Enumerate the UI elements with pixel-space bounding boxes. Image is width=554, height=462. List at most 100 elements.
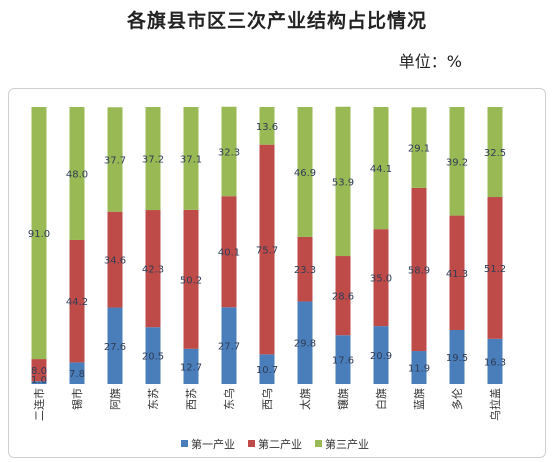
chart-title: 各旗县市区三次产业结构占比情况 [126, 10, 427, 32]
bar-1-3 [107, 307, 123, 384]
category-label: 锡市 [70, 388, 84, 410]
legend-label: 第二产业 [258, 437, 302, 451]
data-label: 37.1 [180, 154, 202, 165]
data-label: 19.5 [446, 353, 468, 364]
category-label: 二连市 [32, 388, 46, 421]
bar-1-13 [487, 338, 503, 384]
data-label: 29.8 [294, 339, 316, 350]
bar-1-7 [259, 354, 275, 384]
bar-1-6 [221, 307, 237, 384]
category-label: 乌拉盖 [488, 388, 502, 421]
data-label: 46.9 [294, 168, 316, 179]
data-label: 1.0 [31, 375, 47, 386]
bar-2-3 [107, 211, 123, 308]
data-label: 40.1 [218, 248, 240, 259]
data-label: 34.6 [104, 256, 126, 267]
bar-2-1 [31, 359, 47, 382]
bar-1-4 [145, 327, 161, 384]
data-label: 44.2 [66, 297, 88, 308]
bar-2-5 [183, 209, 199, 349]
legend-swatch [181, 440, 188, 447]
bar-3-6 [221, 106, 237, 197]
data-label: 53.9 [332, 177, 354, 188]
data-label: 20.5 [142, 352, 164, 363]
legend-swatch [248, 440, 255, 447]
bar-3-1 [31, 107, 47, 360]
bar-2-10 [373, 229, 389, 327]
bar-3-10 [373, 107, 389, 230]
bar-3-13 [487, 107, 503, 198]
data-label: 35.0 [370, 274, 392, 285]
bar-2-8 [297, 236, 313, 302]
bar-1-9 [335, 335, 351, 384]
bar-2-12 [449, 215, 465, 330]
data-label: 13.6 [256, 122, 278, 133]
data-label: 50.2 [180, 275, 202, 286]
bar-3-8 [297, 107, 313, 237]
bar-3-7 [259, 107, 275, 145]
category-label: 太旗 [298, 388, 312, 410]
bar-3-4 [145, 107, 161, 211]
legend-label: 第一产业 [191, 437, 235, 451]
bar-3-2 [69, 107, 85, 240]
data-label: 48.0 [66, 169, 88, 180]
bar-2-4 [145, 210, 161, 328]
data-label: 11.9 [408, 364, 430, 375]
bar-3-9 [335, 106, 351, 257]
bar-1-10 [373, 326, 389, 384]
bar-1-2 [69, 362, 85, 384]
bar-1-12 [449, 329, 465, 384]
category-label: 东苏 [147, 388, 160, 410]
data-label: 91.0 [28, 229, 50, 240]
category-label: 白旗 [374, 388, 388, 410]
bar-3-11 [411, 107, 427, 188]
bar-3-12 [449, 107, 465, 216]
category-label: 东乌 [222, 388, 236, 410]
data-label: 58.9 [408, 265, 430, 276]
data-label: 16.3 [484, 357, 506, 368]
data-label: 27.6 [104, 342, 126, 353]
bar-2-7 [259, 144, 275, 355]
chart-frame [8, 88, 546, 458]
data-label: 32.3 [218, 147, 240, 158]
category-label: 多伦 [450, 388, 464, 410]
data-label: 37.2 [142, 155, 164, 166]
data-label: 29.1 [408, 144, 430, 155]
data-label: 12.7 [180, 362, 202, 373]
data-label: 20.9 [370, 351, 392, 362]
bar-1-1 [31, 381, 47, 384]
data-label: 10.7 [256, 365, 278, 376]
bar-2-2 [69, 239, 85, 363]
data-label: 75.7 [256, 246, 278, 257]
data-label: 17.6 [332, 356, 354, 367]
data-label: 27.7 [218, 342, 240, 353]
category-label: 西乌 [260, 388, 274, 410]
bar-1-8 [297, 301, 313, 384]
bar-1-5 [183, 348, 199, 384]
data-label: 39.2 [446, 157, 468, 168]
category-label: 镶旗 [336, 388, 350, 410]
data-label: 28.6 [332, 292, 354, 303]
data-label: 8.0 [31, 366, 47, 377]
bar-3-5 [183, 107, 199, 210]
data-label: 42.3 [142, 265, 164, 276]
data-label: 44.1 [370, 164, 392, 175]
data-label: 41.3 [446, 269, 468, 280]
bar-2-6 [221, 196, 237, 308]
data-label: 23.3 [294, 265, 316, 276]
data-label: 51.2 [484, 264, 506, 275]
category-label: 蓝旗 [412, 388, 426, 410]
data-label: 37.7 [104, 155, 126, 166]
category-label: 阿旗 [108, 388, 122, 410]
data-label: 32.5 [484, 148, 506, 159]
bar-3-3 [107, 107, 123, 212]
data-label: 7.8 [69, 369, 85, 380]
bar-2-13 [487, 197, 503, 339]
bar-2-11 [411, 187, 427, 352]
legend-label: 第三产业 [325, 437, 369, 451]
bar-1-11 [411, 351, 427, 384]
unit-label: 单位：% [398, 52, 462, 71]
legend-swatch [315, 440, 322, 447]
bar-2-9 [335, 256, 351, 336]
